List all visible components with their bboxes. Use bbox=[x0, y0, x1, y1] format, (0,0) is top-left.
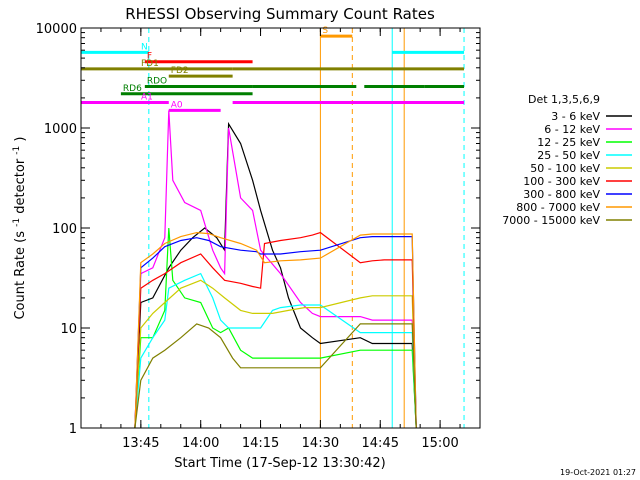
series-lines bbox=[134, 110, 417, 428]
x-tick-label: 14:00 bbox=[182, 436, 219, 451]
flag-label: A1 bbox=[141, 92, 153, 102]
x-tick-label: 14:15 bbox=[242, 436, 279, 451]
legend-label: 300 - 800 keV bbox=[523, 188, 600, 201]
y-axis-label: Count Rate (s -1 detector -1 ) bbox=[8, 136, 28, 319]
flag-label: FD1 bbox=[141, 59, 159, 69]
flag-label: RD6 bbox=[123, 84, 142, 94]
flag-label: FD2 bbox=[171, 66, 189, 76]
legend-label: 100 - 300 keV bbox=[523, 175, 600, 188]
legend-label: 7000 - 15000 keV bbox=[502, 214, 600, 227]
y-axis-label-exp1: -1 bbox=[12, 218, 22, 227]
timestamp: 19-Oct-2021 01:27 bbox=[560, 468, 636, 477]
legend-label: 25 - 50 keV bbox=[537, 149, 600, 162]
y-tick-label: 1 bbox=[69, 422, 77, 437]
series-line bbox=[134, 110, 417, 428]
series-line bbox=[134, 231, 417, 428]
x-tick-label: 14:45 bbox=[362, 436, 399, 451]
y-tick-label: 10 bbox=[60, 322, 77, 337]
legend-label: 6 - 12 keV bbox=[544, 123, 600, 136]
x-tick-label: 14:30 bbox=[302, 436, 339, 451]
plot-area bbox=[148, 28, 465, 428]
axes: 13:45 14:00 14:15 14:30 14:45 15:00 1 10 100 1000… bbox=[36, 22, 481, 451]
x-axis-label: Start Time (17-Sep-12 13:30:42) bbox=[174, 456, 385, 471]
series-line bbox=[134, 272, 417, 428]
y-axis-label-main: Count Rate (s bbox=[13, 231, 28, 320]
y-axis-label-exp2: -1 bbox=[12, 146, 22, 155]
series-line bbox=[134, 323, 417, 428]
chart-title: RHESSI Observing Summary Count Rates bbox=[125, 5, 435, 23]
series-line bbox=[134, 279, 417, 428]
flag-label: F bbox=[147, 52, 152, 62]
legend-title: Det 1,3,5,6,9 bbox=[528, 93, 600, 106]
flag-label: A0 bbox=[171, 100, 183, 110]
flag-label: N bbox=[141, 42, 148, 52]
x-tick-label: 15:00 bbox=[421, 436, 458, 451]
y-tick-label: 1000 bbox=[44, 122, 77, 137]
y-axis-label-end: ) bbox=[13, 136, 28, 141]
legend-label: 50 - 100 keV bbox=[530, 162, 600, 175]
x-tick-label: 13:45 bbox=[122, 436, 159, 451]
y-tick-label: 100 bbox=[52, 222, 77, 237]
legend-label: 12 - 25 keV bbox=[537, 136, 600, 149]
y-tick-label: 10000 bbox=[36, 22, 77, 37]
flag-label: S bbox=[322, 26, 328, 36]
series-line bbox=[134, 231, 417, 428]
flag-label: RDO bbox=[147, 77, 167, 87]
series-line bbox=[134, 121, 417, 428]
y-axis-label-mid: detector bbox=[13, 158, 28, 214]
series-line bbox=[134, 227, 417, 428]
legend-label: 3 - 6 keV bbox=[551, 110, 600, 123]
legend-label: 800 - 7000 keV bbox=[516, 201, 600, 214]
